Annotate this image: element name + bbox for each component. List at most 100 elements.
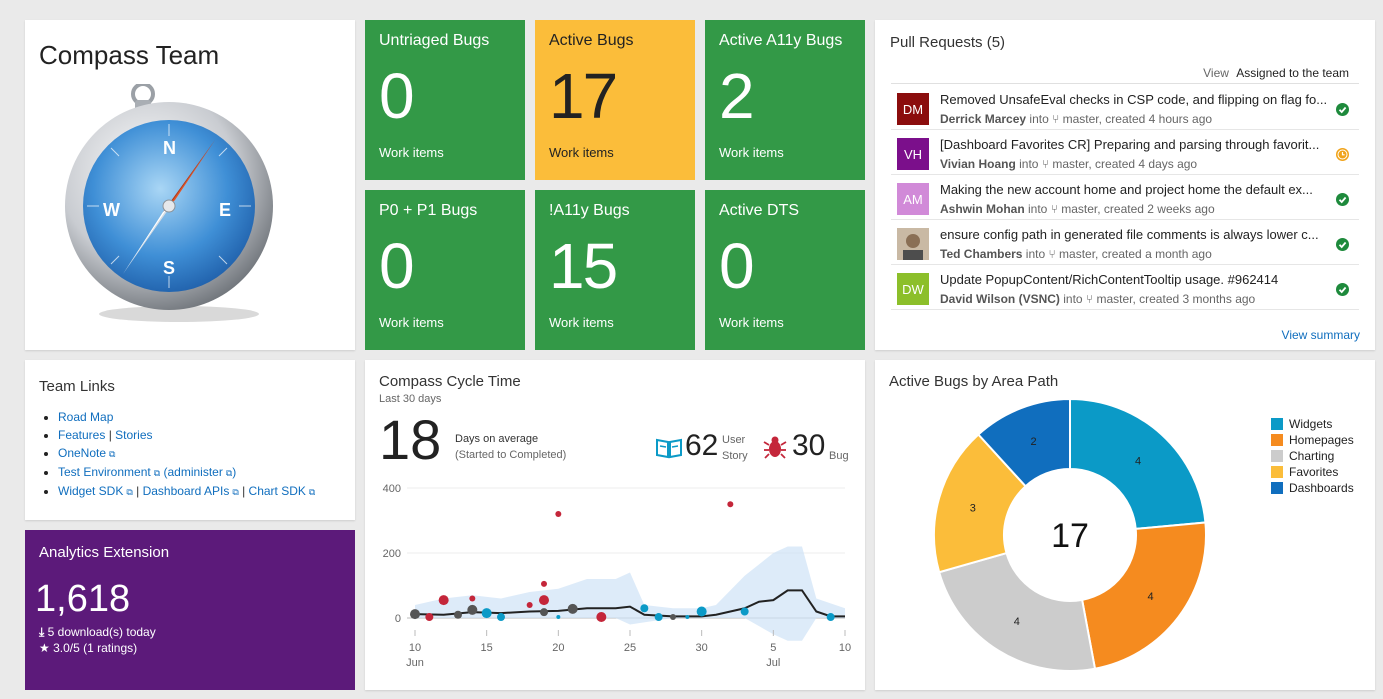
legend-swatch xyxy=(1271,466,1283,478)
pr-author: Vivian Hoang xyxy=(940,157,1016,171)
legend-item[interactable]: Widgets xyxy=(1271,416,1354,432)
x-tick-label: 10 xyxy=(409,642,421,654)
legend-item[interactable]: Favorites xyxy=(1271,464,1354,480)
scatter-point-multiple[interactable] xyxy=(567,603,578,614)
pr-title[interactable]: Removed UnsafeEval checks in CSP code, a… xyxy=(940,92,1328,107)
pr-row[interactable]: VH [Dashboard Favorites CR] Preparing and… xyxy=(891,131,1359,175)
scatter-point-bug[interactable] xyxy=(596,612,607,623)
legend-item[interactable]: Charting xyxy=(1271,448,1354,464)
branch-icon: ⑂ xyxy=(1041,157,1050,171)
team-link[interactable]: Dashboard APIs xyxy=(142,484,230,498)
scatter-point-bug[interactable] xyxy=(425,613,434,622)
bug-count: 30 xyxy=(792,429,826,462)
link-item: Road Map xyxy=(58,408,315,426)
cycle-time-title[interactable]: Compass Cycle Time xyxy=(379,373,521,390)
scatter-point-user-story[interactable] xyxy=(640,604,649,613)
scatter-point-user-story[interactable] xyxy=(826,613,835,622)
pr-title[interactable]: Update PopupContent/RichContentTooltip u… xyxy=(940,272,1279,287)
donut-slice-homepages[interactable] xyxy=(1080,521,1207,670)
scatter-point-user-story[interactable] xyxy=(740,607,749,616)
divider xyxy=(891,83,1359,84)
area-path-donut: 4 4 4 3 2 17 xyxy=(933,397,1207,672)
pr-row[interactable]: DM Removed UnsafeEval checks in CSP code,… xyxy=(891,86,1359,130)
tile-active-a11y-bugs[interactable]: Active A11y Bugs 2 Work items xyxy=(705,20,865,180)
scatter-point-bug[interactable] xyxy=(555,511,562,517)
scatter-point-user-story[interactable] xyxy=(497,613,505,622)
donut-slice-charting[interactable] xyxy=(937,551,1097,672)
donut-slice-favorites[interactable] xyxy=(933,433,1027,574)
scatter-point-bug[interactable] xyxy=(539,595,549,606)
team-link[interactable]: Stories xyxy=(115,428,153,442)
scatter-point-bug[interactable] xyxy=(469,595,476,602)
team-link[interactable]: Road Map xyxy=(58,410,114,424)
tile-count: 17 xyxy=(549,60,618,132)
succeeded-status-icon xyxy=(1336,193,1349,206)
scatter-point-user-story[interactable] xyxy=(481,608,492,619)
compass-logo: N E S W xyxy=(65,84,273,322)
analytics-card[interactable]: Analytics Extension 1,618 ⤓ 5 download(s… xyxy=(25,530,355,690)
x-tick-label: 25 xyxy=(624,642,636,654)
legend-item[interactable]: Homepages xyxy=(1271,432,1354,448)
pr-title[interactable]: Making the new account home and project … xyxy=(940,182,1313,197)
pull-requests-title[interactable]: Pull Requests (5) xyxy=(890,34,1006,51)
area-path-title[interactable]: Active Bugs by Area Path xyxy=(889,373,1059,390)
tile-p0-p1-bugs[interactable]: P0 + P1 Bugs 0 Work items xyxy=(365,190,525,350)
pr-meta: David Wilson (VSNC) into ⑂ master, creat… xyxy=(940,292,1255,306)
team-link[interactable]: administer xyxy=(167,465,223,479)
team-link[interactable]: Widget SDK xyxy=(58,484,124,498)
legend-swatch xyxy=(1271,418,1283,430)
scatter-point-user-story[interactable] xyxy=(556,615,561,620)
scatter-point-bug[interactable] xyxy=(727,501,734,508)
pr-created: created 3 months ago xyxy=(1139,292,1256,306)
scatter-point-multiple[interactable] xyxy=(454,610,462,619)
team-link[interactable]: OneNote xyxy=(58,446,107,460)
donut-slice-dashboards[interactable] xyxy=(976,397,1071,488)
view-filter[interactable]: View Assigned to the team xyxy=(1203,66,1349,80)
scatter-point-multiple[interactable] xyxy=(540,608,548,617)
pr-branch: master, xyxy=(1055,247,1102,261)
scatter-point-bug[interactable] xyxy=(526,602,533,608)
pr-row[interactable]: AM Making the new account home and projec… xyxy=(891,176,1359,220)
scatter-point-multiple[interactable] xyxy=(410,609,420,620)
tile-subtitle: Work items xyxy=(719,315,784,330)
pr-row[interactable]: ensure config path in generated file com… xyxy=(891,221,1359,265)
branch-icon: ⑂ xyxy=(1085,292,1094,306)
scatter-point-user-story[interactable] xyxy=(696,606,707,617)
scatter-point-multiple[interactable] xyxy=(670,614,676,621)
team-link[interactable]: Features xyxy=(58,428,106,442)
scatter-point-multiple[interactable] xyxy=(467,604,478,615)
tile-subtitle: Work items xyxy=(379,145,444,160)
branch-icon: ⑂ xyxy=(1048,247,1056,261)
pr-branch: master, xyxy=(1093,292,1140,306)
branch-icon: ⑂ xyxy=(1050,202,1058,216)
pending-status-icon xyxy=(1336,148,1349,161)
pr-row[interactable]: DW Update PopupContent/RichContentTooltip… xyxy=(891,266,1359,310)
x-tick-label: 10 xyxy=(839,642,851,654)
scatter-point-user-story[interactable] xyxy=(685,615,690,620)
tile-untriaged-bugs[interactable]: Untriaged Bugs 0 Work items xyxy=(365,20,525,180)
legend-item[interactable]: Dashboards xyxy=(1271,480,1354,496)
tile-active-dts[interactable]: Active DTS 0 Work items xyxy=(705,190,865,350)
pr-into: into xyxy=(1059,292,1086,306)
scatter-point-bug[interactable] xyxy=(541,580,547,587)
avatar: AM xyxy=(897,183,929,215)
analytics-count: 1,618 xyxy=(35,578,131,620)
succeeded-status-icon xyxy=(1336,283,1349,296)
team-link[interactable]: Chart SDK xyxy=(248,484,306,498)
team-link[interactable]: Test Environment xyxy=(58,465,151,479)
analytics-title: Analytics Extension xyxy=(39,544,170,561)
tile-title: Active Bugs xyxy=(549,32,634,49)
pr-title[interactable]: ensure config path in generated file com… xyxy=(940,227,1319,242)
x-month-label: Jul xyxy=(766,657,780,669)
view-summary-link[interactable]: View summary xyxy=(1281,328,1360,342)
tile-not-a11y-bugs[interactable]: !A11y Bugs 15 Work items xyxy=(535,190,695,350)
scatter-point-user-story[interactable] xyxy=(654,613,663,622)
scatter-point-bug[interactable] xyxy=(438,595,449,606)
external-link-icon: ⧉ xyxy=(232,487,239,497)
avatar: DW xyxy=(897,273,929,305)
tile-count: 0 xyxy=(379,60,415,132)
tile-subtitle: Work items xyxy=(379,315,444,330)
tile-active-bugs[interactable]: Active Bugs 17 Work items xyxy=(535,20,695,180)
donut-slice-widgets[interactable] xyxy=(1069,397,1207,530)
pr-title[interactable]: [Dashboard Favorites CR] Preparing and p… xyxy=(940,137,1320,152)
